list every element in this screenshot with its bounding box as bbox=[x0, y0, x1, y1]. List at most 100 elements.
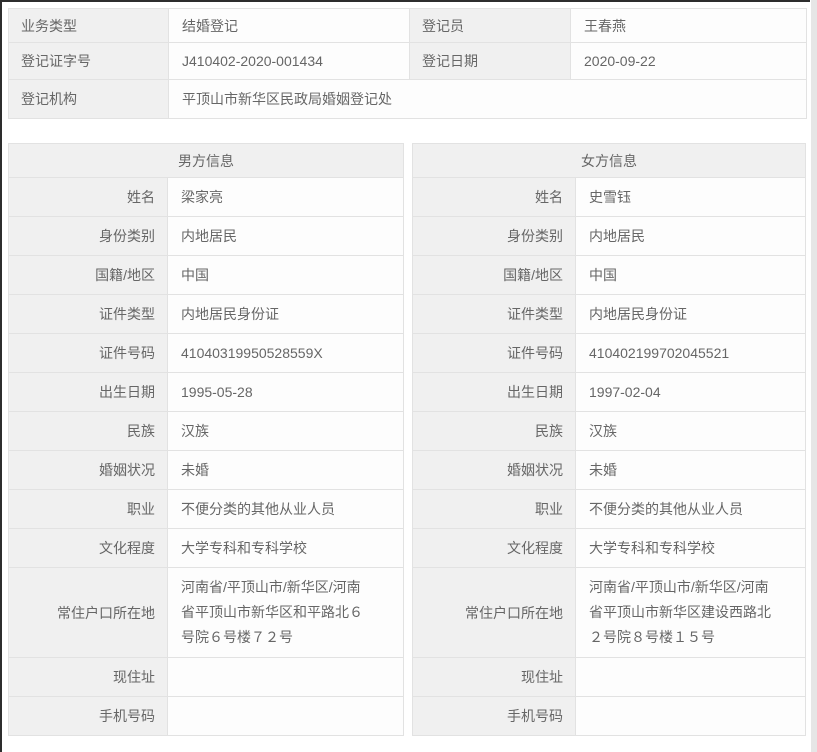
field-value: 平顶山市新华区民政局婚姻登记处 bbox=[168, 79, 807, 119]
field-value: 未婚 bbox=[575, 450, 806, 490]
table-row: 证件号码 410402199702045521 bbox=[412, 333, 806, 373]
field-value bbox=[167, 696, 404, 736]
field-label: 文化程度 bbox=[8, 528, 168, 568]
field-label: 出生日期 bbox=[8, 372, 168, 412]
table-row: 常住户口所在地 河南省/平顶山市/新华区/河南省平顶山市新华区建设西路北２号院８… bbox=[412, 567, 806, 658]
field-label: 职业 bbox=[412, 489, 576, 529]
field-value bbox=[575, 696, 806, 736]
field-label: 国籍/地区 bbox=[412, 255, 576, 295]
field-value: 河南省/平顶山市/新华区/河南省平顶山市新华区和平路北６号院６号楼７２号 bbox=[167, 567, 404, 658]
section-title: 男方信息 bbox=[8, 143, 404, 178]
field-value: 汉族 bbox=[575, 411, 806, 451]
table-row: 姓名 梁家亮 bbox=[8, 177, 404, 217]
screenshot-left-edge bbox=[0, 0, 2, 752]
field-label: 常住户口所在地 bbox=[8, 567, 168, 658]
table-row: 身份类别 内地居民 bbox=[412, 216, 806, 256]
field-label: 民族 bbox=[8, 411, 168, 451]
table-row: 现住址 bbox=[8, 657, 404, 697]
field-label: 职业 bbox=[8, 489, 168, 529]
field-value: 未婚 bbox=[167, 450, 404, 490]
field-value: 41040319950528559X bbox=[167, 333, 404, 373]
screenshot-top-edge bbox=[0, 0, 810, 2]
field-label: 现住址 bbox=[8, 657, 168, 697]
field-label: 姓名 bbox=[8, 177, 168, 217]
field-label: 手机号码 bbox=[412, 696, 576, 736]
table-row: 业务类型 结婚登记 登记员 王春燕 bbox=[8, 8, 807, 43]
table-row: 出生日期 1995-05-28 bbox=[8, 372, 404, 412]
field-label: 证件类型 bbox=[8, 294, 168, 334]
table-row: 民族 汉族 bbox=[412, 411, 806, 451]
male-info-table: 男方信息 姓名 梁家亮 身份类别 内地居民 国籍/地区 中国 证件类型 内地居民… bbox=[8, 143, 404, 736]
female-info-table: 女方信息 姓名 史雪钰 身份类别 内地居民 国籍/地区 中国 证件类型 内地居民… bbox=[412, 143, 806, 736]
field-value: 中国 bbox=[575, 255, 806, 295]
table-row: 手机号码 bbox=[8, 696, 404, 736]
field-label: 登记证字号 bbox=[8, 42, 169, 80]
table-row: 常住户口所在地 河南省/平顶山市/新华区/河南省平顶山市新华区和平路北６号院６号… bbox=[8, 567, 404, 658]
table-row: 职业 不便分类的其他从业人员 bbox=[8, 489, 404, 529]
field-value: 不便分类的其他从业人员 bbox=[575, 489, 806, 529]
field-label: 婚姻状况 bbox=[8, 450, 168, 490]
field-label: 证件类型 bbox=[412, 294, 576, 334]
field-label: 文化程度 bbox=[412, 528, 576, 568]
field-value: 2020-09-22 bbox=[570, 42, 807, 80]
field-value: 大学专科和专科学校 bbox=[575, 528, 806, 568]
field-label: 业务类型 bbox=[8, 8, 169, 43]
field-value: 结婚登记 bbox=[168, 8, 410, 43]
table-row: 登记机构 平顶山市新华区民政局婚姻登记处 bbox=[8, 79, 807, 119]
field-value bbox=[167, 657, 404, 697]
table-row: 婚姻状况 未婚 bbox=[8, 450, 404, 490]
table-header-row: 男方信息 bbox=[8, 143, 404, 178]
field-value: J410402-2020-001434 bbox=[168, 42, 410, 80]
field-value: 大学专科和专科学校 bbox=[167, 528, 404, 568]
field-value: 河南省/平顶山市/新华区/河南省平顶山市新华区建设西路北２号院８号楼１５号 bbox=[575, 567, 806, 658]
table-row: 证件类型 内地居民身份证 bbox=[8, 294, 404, 334]
table-row: 身份类别 内地居民 bbox=[8, 216, 404, 256]
field-value: 1995-05-28 bbox=[167, 372, 404, 412]
field-label: 出生日期 bbox=[412, 372, 576, 412]
table-row: 国籍/地区 中国 bbox=[412, 255, 806, 295]
field-label: 证件号码 bbox=[412, 333, 576, 373]
field-label: 婚姻状况 bbox=[412, 450, 576, 490]
table-row: 婚姻状况 未婚 bbox=[412, 450, 806, 490]
field-value: 不便分类的其他从业人员 bbox=[167, 489, 404, 529]
field-value: 内地居民 bbox=[575, 216, 806, 256]
field-label: 登记机构 bbox=[8, 79, 169, 119]
field-label: 现住址 bbox=[412, 657, 576, 697]
section-title: 女方信息 bbox=[412, 143, 806, 178]
field-value: 中国 bbox=[167, 255, 404, 295]
field-label: 登记日期 bbox=[409, 42, 571, 80]
field-value: 内地居民 bbox=[167, 216, 404, 256]
field-label: 身份类别 bbox=[412, 216, 576, 256]
field-value bbox=[575, 657, 806, 697]
registration-summary-table: 业务类型 结婚登记 登记员 王春燕 登记证字号 J410402-2020-001… bbox=[8, 8, 807, 119]
table-row: 现住址 bbox=[412, 657, 806, 697]
table-row: 职业 不便分类的其他从业人员 bbox=[412, 489, 806, 529]
field-value: 梁家亮 bbox=[167, 177, 404, 217]
field-value: 1997-02-04 bbox=[575, 372, 806, 412]
table-row: 手机号码 bbox=[412, 696, 806, 736]
table-row: 文化程度 大学专科和专科学校 bbox=[8, 528, 404, 568]
table-row: 文化程度 大学专科和专科学校 bbox=[412, 528, 806, 568]
field-label: 姓名 bbox=[412, 177, 576, 217]
table-row: 证件类型 内地居民身份证 bbox=[412, 294, 806, 334]
table-header-row: 女方信息 bbox=[412, 143, 806, 178]
field-value: 史雪钰 bbox=[575, 177, 806, 217]
field-label: 证件号码 bbox=[8, 333, 168, 373]
table-row: 出生日期 1997-02-04 bbox=[412, 372, 806, 412]
field-value: 内地居民身份证 bbox=[575, 294, 806, 334]
field-value: 王春燕 bbox=[570, 8, 807, 43]
table-row: 国籍/地区 中国 bbox=[8, 255, 404, 295]
field-value: 内地居民身份证 bbox=[167, 294, 404, 334]
field-label: 身份类别 bbox=[8, 216, 168, 256]
field-label: 手机号码 bbox=[8, 696, 168, 736]
table-row: 登记证字号 J410402-2020-001434 登记日期 2020-09-2… bbox=[8, 42, 807, 80]
field-label: 国籍/地区 bbox=[8, 255, 168, 295]
field-label: 常住户口所在地 bbox=[412, 567, 576, 658]
table-row: 证件号码 41040319950528559X bbox=[8, 333, 404, 373]
field-value: 汉族 bbox=[167, 411, 404, 451]
table-row: 民族 汉族 bbox=[8, 411, 404, 451]
field-value: 410402199702045521 bbox=[575, 333, 806, 373]
field-label: 登记员 bbox=[409, 8, 571, 43]
field-label: 民族 bbox=[412, 411, 576, 451]
